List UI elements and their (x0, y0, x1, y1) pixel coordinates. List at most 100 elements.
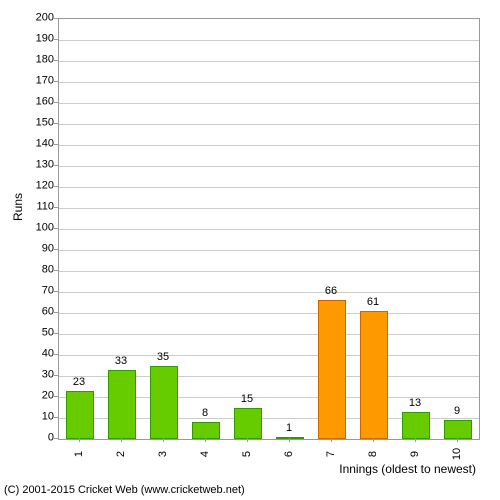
plot-area (58, 18, 480, 440)
bar-value-label: 15 (241, 393, 253, 405)
xtick-mark (457, 438, 458, 442)
bar (402, 412, 429, 439)
ytick-label: 170 (14, 76, 54, 87)
y-axis-label: Runs (11, 193, 25, 221)
ytick-mark (54, 39, 58, 40)
ytick-label: 160 (14, 97, 54, 108)
bar (318, 300, 345, 439)
bar-value-label: 61 (367, 296, 379, 308)
bar-value-label: 13 (409, 397, 421, 409)
xtick-label: 10 (451, 444, 463, 464)
xtick-mark (373, 438, 374, 442)
xtick-label: 9 (409, 444, 421, 464)
gridline (59, 145, 479, 146)
xtick-mark (205, 438, 206, 442)
ytick-label: 150 (14, 118, 54, 129)
gridline (59, 334, 479, 335)
xtick-mark (331, 438, 332, 442)
gridline (59, 61, 479, 62)
gridline (59, 103, 479, 104)
xtick-mark (163, 438, 164, 442)
gridline (59, 40, 479, 41)
xtick-mark (79, 438, 80, 442)
ytick-mark (54, 144, 58, 145)
ytick-label: 130 (14, 160, 54, 171)
ytick-mark (54, 333, 58, 334)
xtick-label: 5 (241, 444, 253, 464)
gridline (59, 250, 479, 251)
xtick-mark (289, 438, 290, 442)
gridline (59, 166, 479, 167)
ytick-label: 40 (14, 349, 54, 360)
ytick-mark (54, 438, 58, 439)
xtick-label: 7 (325, 444, 337, 464)
ytick-mark (54, 123, 58, 124)
bar-value-label: 9 (454, 405, 460, 417)
ytick-mark (54, 417, 58, 418)
ytick-mark (54, 312, 58, 313)
gridline (59, 271, 479, 272)
ytick-label: 190 (14, 34, 54, 45)
ytick-mark (54, 375, 58, 376)
copyright-text: (C) 2001-2015 Cricket Web (www.cricketwe… (4, 484, 245, 496)
x-axis-label: Innings (oldest to newest) (339, 462, 476, 476)
xtick-label: 2 (115, 444, 127, 464)
bar-value-label: 23 (73, 376, 85, 388)
ytick-mark (54, 354, 58, 355)
bar (108, 370, 135, 439)
gridline (59, 82, 479, 83)
xtick-label: 6 (283, 444, 295, 464)
ytick-label: 120 (14, 181, 54, 192)
ytick-label: 200 (14, 13, 54, 24)
gridline (59, 229, 479, 230)
ytick-label: 50 (14, 328, 54, 339)
ytick-mark (54, 228, 58, 229)
xtick-label: 3 (157, 444, 169, 464)
ytick-mark (54, 18, 58, 19)
bar (444, 420, 471, 439)
ytick-mark (54, 207, 58, 208)
bar-value-label: 66 (325, 285, 337, 297)
ytick-label: 80 (14, 265, 54, 276)
ytick-mark (54, 186, 58, 187)
ytick-mark (54, 291, 58, 292)
ytick-mark (54, 102, 58, 103)
xtick-mark (247, 438, 248, 442)
ytick-mark (54, 249, 58, 250)
ytick-mark (54, 81, 58, 82)
gridline (59, 187, 479, 188)
gridline (59, 124, 479, 125)
ytick-label: 10 (14, 412, 54, 423)
ytick-label: 0 (14, 433, 54, 444)
chart-container: 0102030405060708090100110120130140150160… (0, 0, 500, 500)
xtick-label: 8 (367, 444, 379, 464)
ytick-label: 70 (14, 286, 54, 297)
bar (192, 422, 219, 439)
bar (360, 311, 387, 439)
xtick-mark (121, 438, 122, 442)
ytick-mark (54, 60, 58, 61)
ytick-mark (54, 270, 58, 271)
ytick-label: 140 (14, 139, 54, 150)
gridline (59, 292, 479, 293)
ytick-label: 90 (14, 244, 54, 255)
bar-value-label: 1 (286, 422, 292, 434)
bar (150, 366, 177, 440)
bar-value-label: 8 (202, 407, 208, 419)
bar-value-label: 35 (157, 351, 169, 363)
ytick-mark (54, 396, 58, 397)
xtick-label: 4 (199, 444, 211, 464)
ytick-label: 30 (14, 370, 54, 381)
bar (66, 391, 93, 439)
xtick-label: 1 (73, 444, 85, 464)
bar-value-label: 33 (115, 355, 127, 367)
gridline (59, 208, 479, 209)
xtick-mark (415, 438, 416, 442)
gridline (59, 313, 479, 314)
bar (234, 408, 261, 440)
ytick-label: 20 (14, 391, 54, 402)
ytick-mark (54, 165, 58, 166)
ytick-label: 180 (14, 55, 54, 66)
ytick-label: 100 (14, 223, 54, 234)
ytick-label: 60 (14, 307, 54, 318)
